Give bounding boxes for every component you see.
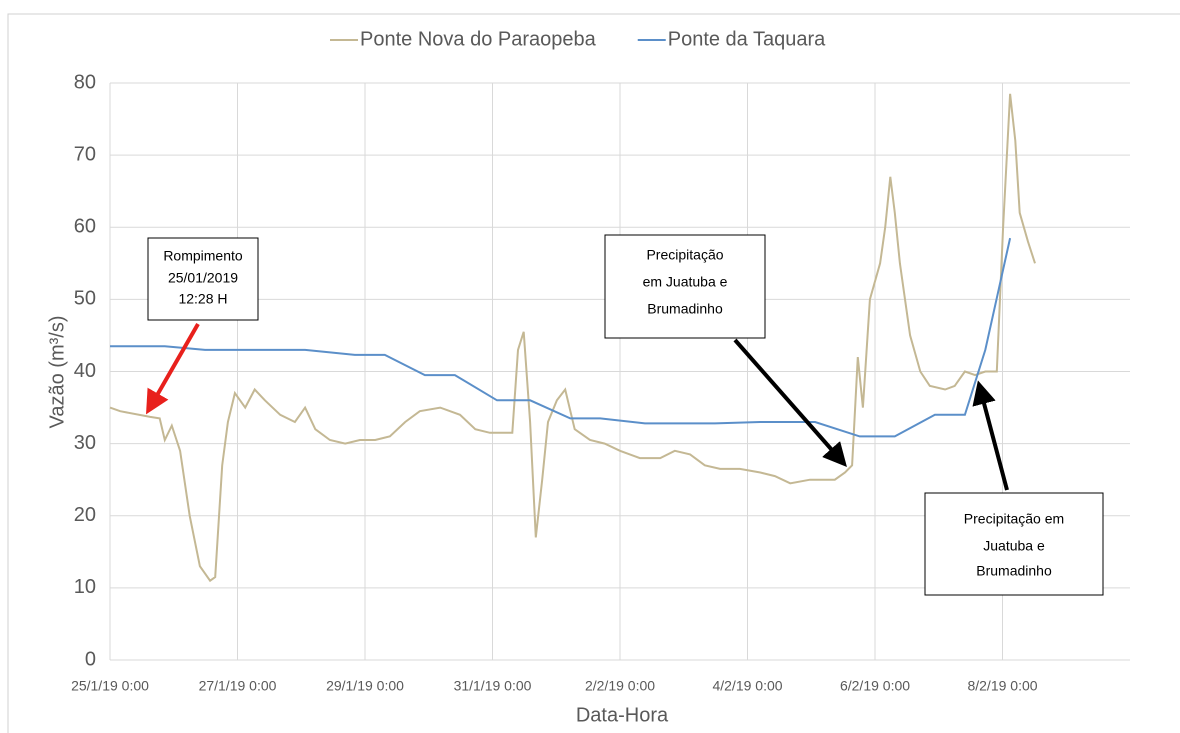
y-tick-label: 60 bbox=[74, 216, 96, 238]
annotation-text: Precipitação em bbox=[964, 511, 1064, 527]
annotation-text: Rompimento bbox=[163, 248, 243, 264]
y-tick-label: 70 bbox=[74, 143, 96, 165]
annotation-text: 12:28 H bbox=[178, 291, 227, 307]
x-tick-label: 27/1/19 0:00 bbox=[199, 678, 277, 694]
annotation-text: Juatuba e bbox=[983, 538, 1045, 554]
annotation-box bbox=[604, 234, 766, 339]
arrow bbox=[733, 338, 847, 468]
x-tick-label: 8/2/19 0:00 bbox=[967, 678, 1037, 694]
y-tick-label: 80 bbox=[74, 71, 96, 93]
annotation: Rompimento 25/01/2019 12:28 H bbox=[146, 237, 259, 415]
y-tick-label: 20 bbox=[74, 504, 96, 526]
y-tick-label: 10 bbox=[74, 576, 96, 598]
annotation: Precipitação em Juatuba e Brumadinho bbox=[924, 380, 1104, 596]
annotation-box bbox=[147, 237, 259, 321]
annotation-text: Brumadinho bbox=[647, 301, 723, 317]
annotation-text: 25/01/2019 bbox=[168, 270, 238, 286]
y-tick-label: 30 bbox=[74, 432, 96, 454]
series-line bbox=[109, 93, 1036, 583]
arrow bbox=[972, 380, 1009, 491]
annotation-text: Precipitação bbox=[646, 247, 723, 263]
x-tick-label: 4/2/19 0:00 bbox=[712, 678, 782, 694]
annotation: Precipitação em Juatuba e Brumadinho bbox=[604, 234, 847, 468]
plot: 0 10 20 30 40 50 60 70 80 25/1/19 0:00 27/1/19 0:0… bbox=[71, 71, 1130, 694]
arrow bbox=[146, 323, 200, 415]
y-tick-label: 40 bbox=[74, 360, 96, 382]
x-tick-label: 6/2/19 0:00 bbox=[840, 678, 910, 694]
x-tick-label: 29/1/19 0:00 bbox=[326, 678, 404, 694]
x-tick-label: 31/1/19 0:00 bbox=[454, 678, 532, 694]
x-axis-label: Data-Hora bbox=[576, 704, 669, 726]
annotation-text: em Juatuba e bbox=[643, 274, 728, 290]
legend: Ponte Nova do Paraopeba Ponte da Taquara bbox=[330, 28, 826, 50]
x-tick-label: 2/2/19 0:00 bbox=[585, 678, 655, 694]
series-line bbox=[110, 237, 1012, 438]
legend-label: Ponte Nova do Paraopeba bbox=[360, 28, 597, 50]
frame bbox=[7, 13, 1180, 733]
legend-label: Ponte da Taquara bbox=[668, 28, 826, 50]
y-tick-label: 50 bbox=[74, 288, 96, 310]
y-tick-label: 0 bbox=[85, 648, 96, 670]
annotation-text: Brumadinho bbox=[976, 563, 1052, 579]
y-axis-label: Vazão (m³/s) bbox=[46, 316, 68, 429]
x-tick-label: 25/1/19 0:00 bbox=[71, 678, 149, 694]
annotation-box bbox=[924, 492, 1104, 596]
